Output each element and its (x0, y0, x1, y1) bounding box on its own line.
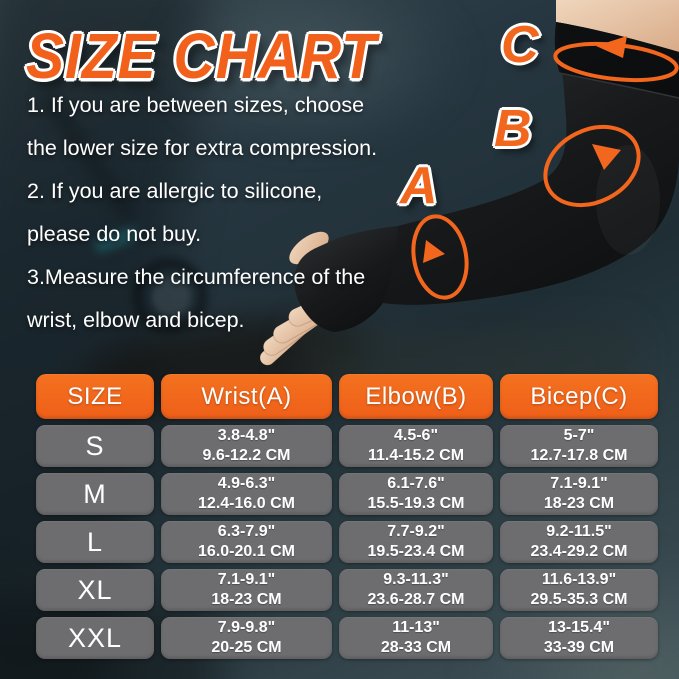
row-s-bicep-cell: 5-7" 12.7-17.8 CM (500, 425, 658, 467)
inch-value: 7.9-9.8" (217, 619, 276, 636)
note-line: the lower size for extra compression. (27, 136, 378, 160)
row-xxl-elbow-cell: 11-13" 28-33 CM (339, 617, 493, 659)
inch-value: 9.2-11.5" (546, 523, 612, 540)
cm-value: 12.7-17.8 CM (530, 447, 628, 464)
note-line: 3.Measure the circumference of the (27, 265, 366, 289)
note-line: 2. If you are allergic to silicone, (27, 179, 323, 203)
upper-arm-skin (556, 0, 679, 52)
note-line: wrist, elbow and bicep. (27, 308, 245, 332)
row-s-elbow-cell: 4.5-6" 11.4-15.2 CM (339, 425, 493, 467)
inch-value: 9.3-11.3" (383, 571, 449, 588)
arrowhead-b-icon (592, 144, 621, 170)
cm-value: 23.4-29.2 CM (530, 543, 628, 560)
inch-value: 6.3-7.9" (217, 523, 276, 540)
cm-value: 19.5-23.4 CM (367, 543, 465, 560)
row-xl-wrist-cell: 7.1-9.1" 18-23 CM (161, 569, 332, 611)
sleeve-hem-edge (558, 72, 679, 99)
table-header-bicep: Bicep(C) (500, 374, 658, 419)
row-m-size-cell: M (36, 473, 154, 515)
cm-value: 16.0-20.1 CM (198, 543, 295, 560)
inch-value: 4.9-6.3" (217, 475, 276, 492)
cm-value: 15.5-19.3 CM (367, 495, 465, 512)
measure-ellipse-c-icon (553, 41, 679, 83)
cm-value: 33-39 CM (543, 639, 615, 656)
size-chart-table: SIZE Wrist(A) Elbow(B) Bicep(C) S 3.8-4.… (36, 374, 658, 659)
cm-value: 18-23 CM (211, 591, 282, 608)
row-xl-elbow-cell: 9.3-11.3" 23.6-28.7 CM (339, 569, 493, 611)
measure-ellipse-b-icon (543, 124, 641, 208)
row-s-wrist-cell: 3.8-4.8" 9.6-12.2 CM (161, 425, 332, 467)
row-l-wrist-cell: 6.3-7.9" 16.0-20.1 CM (161, 521, 332, 563)
inch-value: 11.6-13.9" (541, 571, 617, 588)
arrowhead-c-icon (596, 36, 627, 58)
cm-value: 18-23 CM (543, 495, 615, 512)
row-s-size-cell: S (36, 425, 154, 467)
cm-value: 9.6-12.2 CM (202, 447, 291, 464)
inch-value: 11-13" (392, 619, 440, 636)
table-header-size: SIZE (36, 374, 154, 419)
label-b: B (494, 100, 532, 158)
table-header-wrist: Wrist(A) (161, 374, 332, 419)
note-line: please do not buy. (27, 222, 202, 246)
row-xl-bicep-cell: 11.6-13.9" 29.5-35.3 CM (500, 569, 658, 611)
row-l-elbow-cell: 7.7-9.2" 19.5-23.4 CM (339, 521, 493, 563)
inch-value: 7.1-9.1" (550, 475, 608, 492)
table-header-elbow: Elbow(B) (339, 374, 493, 419)
row-m-elbow-cell: 6.1-7.6" 15.5-19.3 CM (339, 473, 493, 515)
row-xl-size-cell: XL (36, 569, 154, 611)
label-c: C (501, 16, 539, 74)
inch-value: 7.1-9.1" (217, 571, 276, 588)
cm-value: 12.4-16.0 CM (198, 495, 295, 512)
row-m-bicep-cell: 7.1-9.1" 18-23 CM (500, 473, 658, 515)
sleeve-hem-band (554, 22, 679, 98)
fitting-notes: 1. If you are between sizes, choose the … (27, 84, 457, 342)
row-xxl-bicep-cell: 13-15.4" 33-39 CM (500, 617, 658, 659)
row-m-wrist-cell: 4.9-6.3" 12.4-16.0 CM (161, 473, 332, 515)
cm-value: 23.6-28.7 CM (367, 591, 465, 608)
row-l-size-cell: L (36, 521, 154, 563)
cm-value: 29.5-35.3 CM (530, 591, 628, 608)
inch-value: 13-15.4" (548, 619, 610, 636)
elbow-highlight (596, 145, 660, 255)
row-xxl-size-cell: XXL (36, 617, 154, 659)
page-title: SIZE CHART (26, 21, 377, 93)
row-l-bicep-cell: 9.2-11.5" 23.4-29.2 CM (500, 521, 658, 563)
cm-value: 11.4-15.2 CM (367, 447, 465, 464)
inch-value: 4.5-6" (393, 427, 439, 444)
inch-value: 5-7" (563, 427, 595, 444)
inch-value: 7.7-9.2" (387, 523, 445, 540)
inch-value: 6.1-7.6" (387, 475, 445, 492)
cm-value: 20-25 CM (211, 639, 282, 656)
cm-value: 28-33 CM (380, 639, 452, 656)
note-line: 1. If you are between sizes, choose (27, 93, 365, 117)
row-xxl-wrist-cell: 7.9-9.8" 20-25 CM (161, 617, 332, 659)
inch-value: 3.8-4.8" (217, 427, 276, 444)
